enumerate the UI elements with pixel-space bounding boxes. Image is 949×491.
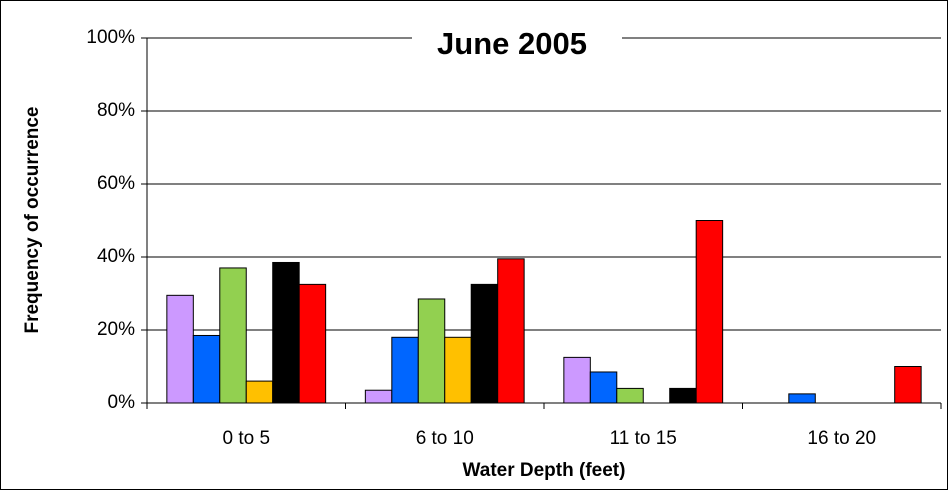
x-tick-label: 6 to 10	[416, 428, 474, 449]
y-tick-label: 40%	[97, 246, 135, 267]
title-background	[412, 26, 622, 66]
y-tick-label: 100%	[86, 27, 135, 48]
y-tick-label: 0%	[108, 392, 136, 413]
bar	[563, 356, 591, 404]
x-tick-label: 11 to 15	[610, 428, 677, 449]
y-tick-label: 60%	[97, 173, 135, 194]
bar	[616, 387, 644, 404]
bar	[192, 334, 221, 404]
x-axis-title: Water Depth (feet)	[463, 460, 626, 481]
bar	[788, 393, 816, 404]
bar	[894, 366, 922, 404]
y-tick-label: 80%	[97, 100, 135, 121]
bar	[166, 294, 194, 404]
bar	[695, 220, 724, 404]
x-tick-label: 16 to 20	[807, 428, 876, 449]
bar	[364, 389, 393, 404]
y-tick-label: 20%	[97, 319, 135, 340]
bar	[298, 283, 327, 404]
x-tick-label: 0 to 5	[222, 428, 270, 449]
y-axis-title: Frequency of occurrence	[22, 106, 43, 333]
bar	[470, 283, 499, 404]
bar	[444, 336, 472, 404]
bar	[497, 258, 525, 404]
bar	[219, 267, 247, 404]
bar	[417, 298, 446, 404]
bar	[391, 336, 419, 404]
bar	[245, 380, 274, 404]
bar	[669, 387, 697, 404]
bar	[589, 371, 618, 404]
chart-title: June 2005	[437, 26, 587, 61]
bar	[272, 261, 300, 404]
